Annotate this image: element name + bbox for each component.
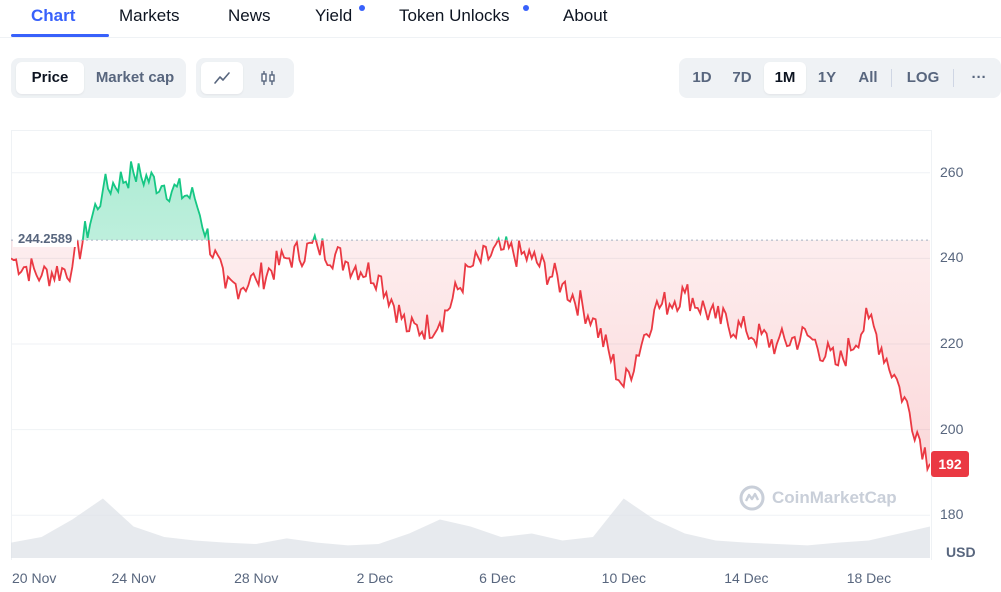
chart-frame xyxy=(11,130,932,560)
yield-new-dot xyxy=(359,5,365,11)
coinmarketcap-watermark: CoinMarketCap xyxy=(738,484,897,512)
tab-chart[interactable]: Chart xyxy=(31,6,76,25)
top-nav: Chart Markets News Yield Token Unlocks A… xyxy=(0,0,1001,38)
x-tick-label: 28 Nov xyxy=(234,570,279,586)
range-toggle: 1D 7D 1M 1Y All LOG ··· xyxy=(679,58,1001,98)
range-all-button[interactable]: All xyxy=(858,69,878,86)
metric-toggle: Price Market cap xyxy=(11,58,186,98)
y-tick-label: 260 xyxy=(940,163,964,180)
candlestick-button[interactable] xyxy=(247,62,289,94)
market-cap-button[interactable]: Market cap xyxy=(95,69,175,86)
x-tick-label: 10 Dec xyxy=(601,570,647,586)
candlestick-icon xyxy=(261,71,275,85)
x-tick-label: 24 Nov xyxy=(111,570,156,586)
y-tick-label: 200 xyxy=(940,420,964,437)
watermark-text: CoinMarketCap xyxy=(772,488,897,507)
range-1y-button[interactable]: 1Y xyxy=(817,69,837,86)
coinmarketcap-logo-icon xyxy=(739,485,765,511)
price-line-up xyxy=(76,161,512,241)
currency-unit-label: USD xyxy=(946,544,976,560)
y-tick-label: 220 xyxy=(940,335,964,351)
price-line-down xyxy=(11,240,930,473)
range-1d-button[interactable]: 1D xyxy=(692,69,712,86)
tab-token-unlocks[interactable]: Token Unlocks xyxy=(399,6,510,25)
x-tick-label: 14 Dec xyxy=(724,570,769,586)
x-tick-label: 6 Dec xyxy=(479,570,516,586)
y-tick-label: 240 xyxy=(940,249,964,266)
reference-price-label: 244.2589 xyxy=(13,230,78,248)
volume-area xyxy=(11,498,930,558)
chart-style-toggle xyxy=(196,58,294,98)
line-chart-button[interactable] xyxy=(201,62,243,94)
current-price-badge: 192 xyxy=(931,450,969,477)
x-tick-label: 2 Dec xyxy=(356,570,394,586)
log-scale-button[interactable]: LOG xyxy=(906,69,940,86)
tab-markets[interactable]: Markets xyxy=(119,6,180,25)
token-unlocks-new-dot xyxy=(523,5,529,11)
active-tab-underline xyxy=(11,34,109,37)
range-1m-button[interactable]: 1M xyxy=(764,62,806,94)
loss-fill-area xyxy=(11,240,930,470)
tab-news[interactable]: News xyxy=(228,6,271,25)
x-tick-label: 18 Dec xyxy=(846,570,892,586)
gain-fill-area xyxy=(77,161,508,241)
toolbar-divider xyxy=(891,69,892,87)
toolbar-divider xyxy=(953,69,954,87)
range-7d-button[interactable]: 7D xyxy=(732,69,752,86)
price-button[interactable]: Price xyxy=(16,62,84,94)
y-tick-label: 180 xyxy=(940,506,964,523)
tab-about[interactable]: About xyxy=(563,6,608,25)
x-tick-label: 20 Nov xyxy=(12,570,57,586)
tab-yield[interactable]: Yield xyxy=(315,6,353,25)
line-chart-icon xyxy=(214,72,230,84)
more-options-button[interactable]: ··· xyxy=(971,69,987,86)
